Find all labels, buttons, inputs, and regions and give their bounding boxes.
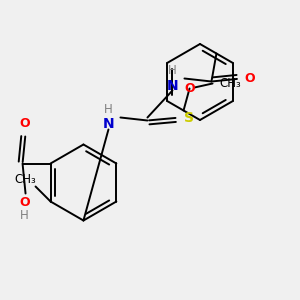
Text: S: S xyxy=(184,110,194,124)
Text: O: O xyxy=(184,82,195,95)
Text: O: O xyxy=(19,117,30,130)
Text: N: N xyxy=(103,118,114,131)
Text: H: H xyxy=(20,209,29,222)
Text: O: O xyxy=(244,72,255,85)
Text: CH₃: CH₃ xyxy=(220,77,241,90)
Text: CH₃: CH₃ xyxy=(15,173,36,186)
Text: H: H xyxy=(168,64,177,77)
Text: O: O xyxy=(19,196,30,209)
Text: H: H xyxy=(104,103,113,116)
Text: N: N xyxy=(167,79,178,92)
